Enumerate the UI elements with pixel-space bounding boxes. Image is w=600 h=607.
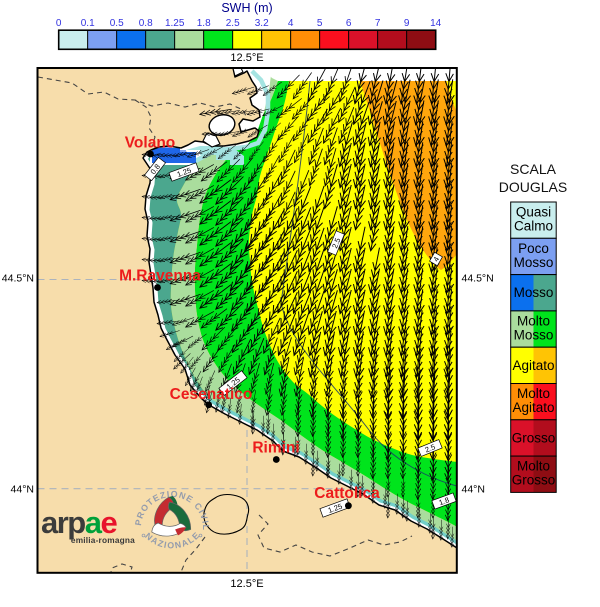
svg-text:0.8: 0.8 [139, 18, 153, 29]
svg-text:4: 4 [431, 255, 441, 263]
svg-text:7: 7 [375, 18, 381, 29]
svg-text:Mosso: Mosso [514, 327, 554, 342]
svg-text:emilia-romagna: emilia-romagna [71, 535, 135, 545]
svg-text:12.5°E: 12.5°E [230, 52, 263, 64]
svg-text:Agitato: Agitato [512, 358, 554, 373]
svg-text:2.5: 2.5 [226, 18, 240, 29]
svg-text:44°N: 44°N [462, 484, 485, 496]
svg-text:44.5°N: 44.5°N [2, 273, 34, 285]
svg-text:Mosso: Mosso [514, 255, 554, 270]
svg-text:SWH (m): SWH (m) [221, 1, 272, 15]
svg-text:SCALA: SCALA [510, 161, 557, 177]
svg-text:M.Ravenna: M.Ravenna [119, 268, 201, 285]
svg-text:Cattolica: Cattolica [314, 485, 380, 502]
svg-text:arpae: arpae [41, 505, 118, 540]
svg-text:3.2: 3.2 [255, 18, 269, 29]
svg-text:Molto: Molto [517, 313, 550, 328]
svg-text:0.1: 0.1 [81, 18, 95, 29]
svg-text:44°N: 44°N [11, 484, 34, 496]
svg-text:1.8: 1.8 [197, 18, 211, 29]
svg-text:Quasi: Quasi [516, 205, 551, 220]
svg-text:44.5°N: 44.5°N [462, 273, 494, 285]
svg-text:1.25: 1.25 [165, 18, 185, 29]
svg-text:2.5: 2.5 [424, 442, 437, 454]
svg-text:2.5: 2.5 [330, 237, 342, 250]
svg-text:Rimini: Rimini [252, 440, 299, 457]
svg-text:Poco: Poco [518, 241, 549, 256]
svg-text:0: 0 [56, 18, 62, 29]
svg-text:1.8: 1.8 [438, 495, 451, 507]
svg-text:9: 9 [404, 18, 410, 29]
svg-text:Cesenatico: Cesenatico [170, 386, 253, 403]
svg-text:Molto: Molto [517, 459, 550, 474]
svg-text:Volano: Volano [125, 135, 176, 152]
svg-text:12.5°E: 12.5°E [230, 578, 263, 590]
svg-text:DOUGLAS: DOUGLAS [499, 179, 567, 195]
svg-text:5: 5 [317, 18, 323, 29]
svg-text:6: 6 [346, 18, 352, 29]
svg-text:Grosso: Grosso [512, 473, 556, 488]
svg-text:Calmo: Calmo [514, 219, 553, 234]
svg-text:14: 14 [430, 18, 442, 29]
svg-text:Agitato: Agitato [512, 400, 554, 415]
svg-text:Mosso: Mosso [514, 285, 554, 300]
svg-text:Molto: Molto [517, 386, 550, 401]
svg-text:4: 4 [288, 18, 294, 29]
svg-text:Grosso: Grosso [512, 430, 556, 445]
svg-text:0.5: 0.5 [110, 18, 124, 29]
